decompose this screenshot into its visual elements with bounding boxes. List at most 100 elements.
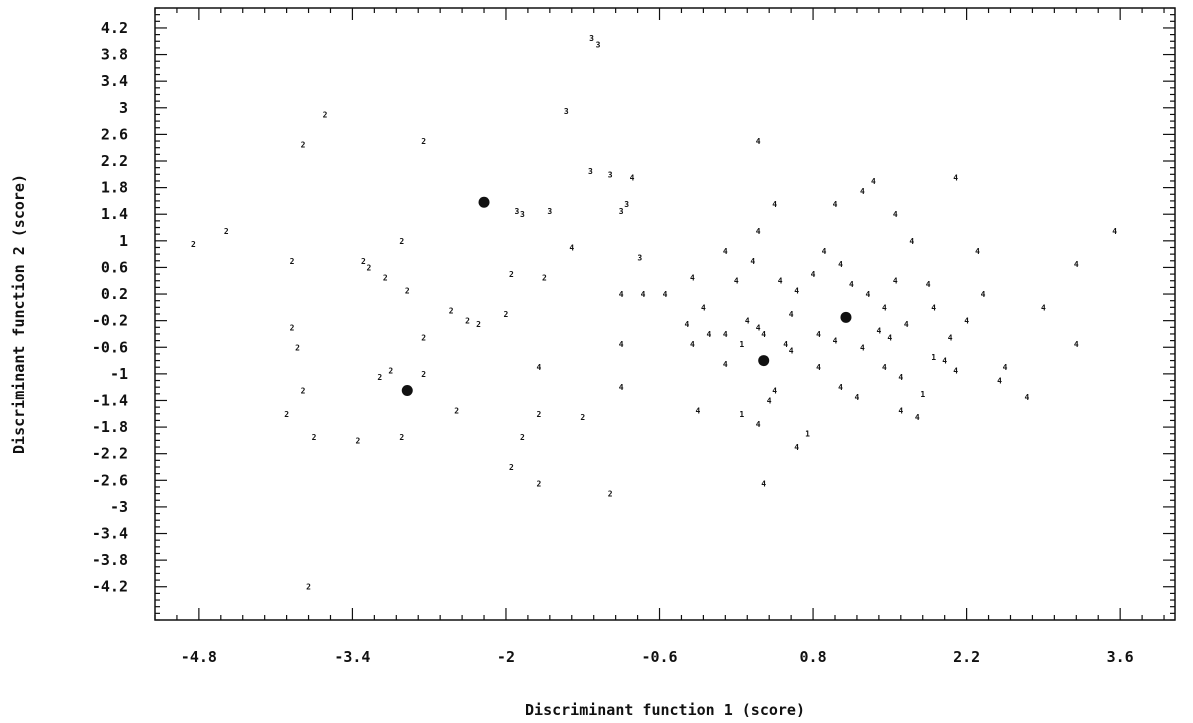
data-point: 2 — [191, 240, 196, 249]
x-tick-label: -2 — [497, 648, 515, 666]
data-point: 3 — [608, 170, 613, 179]
data-point: 4 — [767, 396, 772, 405]
data-point: 4 — [865, 290, 870, 299]
data-point: 4 — [690, 340, 695, 349]
data-point: 2 — [377, 373, 382, 382]
data-point: 4 — [761, 480, 766, 489]
data-point: 4 — [926, 280, 931, 289]
data-point: 4 — [536, 363, 541, 372]
data-point: 2 — [366, 263, 371, 272]
y-tick-label: -0.2 — [92, 312, 128, 330]
x-tick-label: -4.8 — [181, 648, 217, 666]
data-point: 4 — [723, 360, 728, 369]
data-point: 4 — [1025, 393, 1030, 402]
y-tick-label: -2.2 — [92, 445, 128, 463]
data-point: 3 — [515, 207, 520, 216]
data-point: 4 — [822, 247, 827, 256]
data-point: 4 — [695, 406, 700, 415]
data-point: 4 — [756, 323, 761, 332]
y-tick-label: 4.2 — [101, 19, 128, 37]
y-tick-label: 0.6 — [101, 258, 128, 276]
y-tick-label: 1 — [119, 232, 128, 250]
y-tick-label: -1.4 — [92, 391, 128, 409]
data-point: 4 — [750, 257, 755, 266]
data-point: 3 — [588, 167, 593, 176]
data-point: 4 — [778, 277, 783, 286]
data-point: 4 — [860, 187, 865, 196]
data-point: 4 — [887, 333, 892, 342]
data-point: 4 — [1112, 227, 1117, 236]
y-tick-label: 3.8 — [101, 46, 128, 64]
data-point: 4 — [838, 383, 843, 392]
y-tick-label: -1.8 — [92, 418, 128, 436]
data-point: 2 — [388, 367, 393, 376]
data-point: 4 — [630, 174, 635, 183]
group-centroid — [401, 385, 413, 396]
y-tick-label: 1.4 — [101, 205, 128, 223]
data-point: 4 — [794, 287, 799, 296]
plot-frame — [154, 7, 1176, 621]
x-tick-label: -3.4 — [334, 648, 370, 666]
data-point: 4 — [772, 387, 777, 396]
y-tick-label: -4.2 — [92, 578, 128, 596]
data-point: 4 — [964, 317, 969, 326]
data-point: 4 — [838, 260, 843, 269]
data-point: 1 — [931, 353, 936, 362]
data-point: 4 — [723, 330, 728, 339]
y-tick-label: 3.4 — [101, 72, 128, 90]
data-point: 2 — [421, 333, 426, 342]
y-tick-label: -3.8 — [92, 551, 128, 569]
data-point: 3 — [564, 107, 569, 116]
data-point: 4 — [1074, 340, 1079, 349]
data-point: 2 — [355, 436, 360, 445]
y-tick-label: -3.4 — [92, 525, 128, 543]
data-point: 2 — [295, 343, 300, 352]
group-centroid — [478, 196, 490, 208]
data-point: 4 — [849, 280, 854, 289]
data-point: 4 — [860, 343, 865, 352]
data-point: 4 — [811, 270, 816, 279]
data-point: 1 — [739, 340, 744, 349]
data-point: 4 — [871, 177, 876, 186]
data-point: 1 — [805, 430, 810, 439]
data-point: 2 — [284, 410, 289, 419]
data-point: 2 — [399, 433, 404, 442]
data-point: 2 — [224, 227, 229, 236]
data-point: 2 — [542, 273, 547, 282]
data-point: 2 — [290, 257, 295, 266]
data-point: 2 — [421, 137, 426, 146]
data-point: 2 — [509, 463, 514, 472]
y-tick-label: -1 — [110, 365, 128, 383]
data-point: 4 — [882, 363, 887, 372]
data-point: 2 — [454, 406, 459, 415]
data-point: 1 — [920, 390, 925, 399]
centroids-layer — [401, 196, 852, 396]
group-centroid — [840, 311, 852, 323]
data-point: 2 — [301, 387, 306, 396]
data-point: 4 — [942, 357, 947, 366]
data-point: 2 — [301, 140, 306, 149]
data-point: 4 — [833, 200, 838, 209]
y-tick-label: -2.6 — [92, 471, 128, 489]
data-point: 4 — [723, 247, 728, 256]
y-tick-label: 2.2 — [101, 152, 128, 170]
data-point: 4 — [893, 210, 898, 219]
data-point: 4 — [619, 290, 624, 299]
data-point: 4 — [953, 174, 958, 183]
data-point: 4 — [641, 290, 646, 299]
data-point: 3 — [547, 207, 552, 216]
data-point: 4 — [904, 320, 909, 329]
data-point: 4 — [948, 333, 953, 342]
data-point: 4 — [756, 227, 761, 236]
data-point: 4 — [745, 317, 750, 326]
data-point: 2 — [465, 317, 470, 326]
data-point: 2 — [536, 410, 541, 419]
data-point: 2 — [421, 370, 426, 379]
data-point: 4 — [619, 340, 624, 349]
data-point: 3 — [624, 200, 629, 209]
data-point: 4 — [876, 327, 881, 336]
data-point: 4 — [882, 303, 887, 312]
data-point: 4 — [663, 290, 668, 299]
data-point: 4 — [1003, 363, 1008, 372]
